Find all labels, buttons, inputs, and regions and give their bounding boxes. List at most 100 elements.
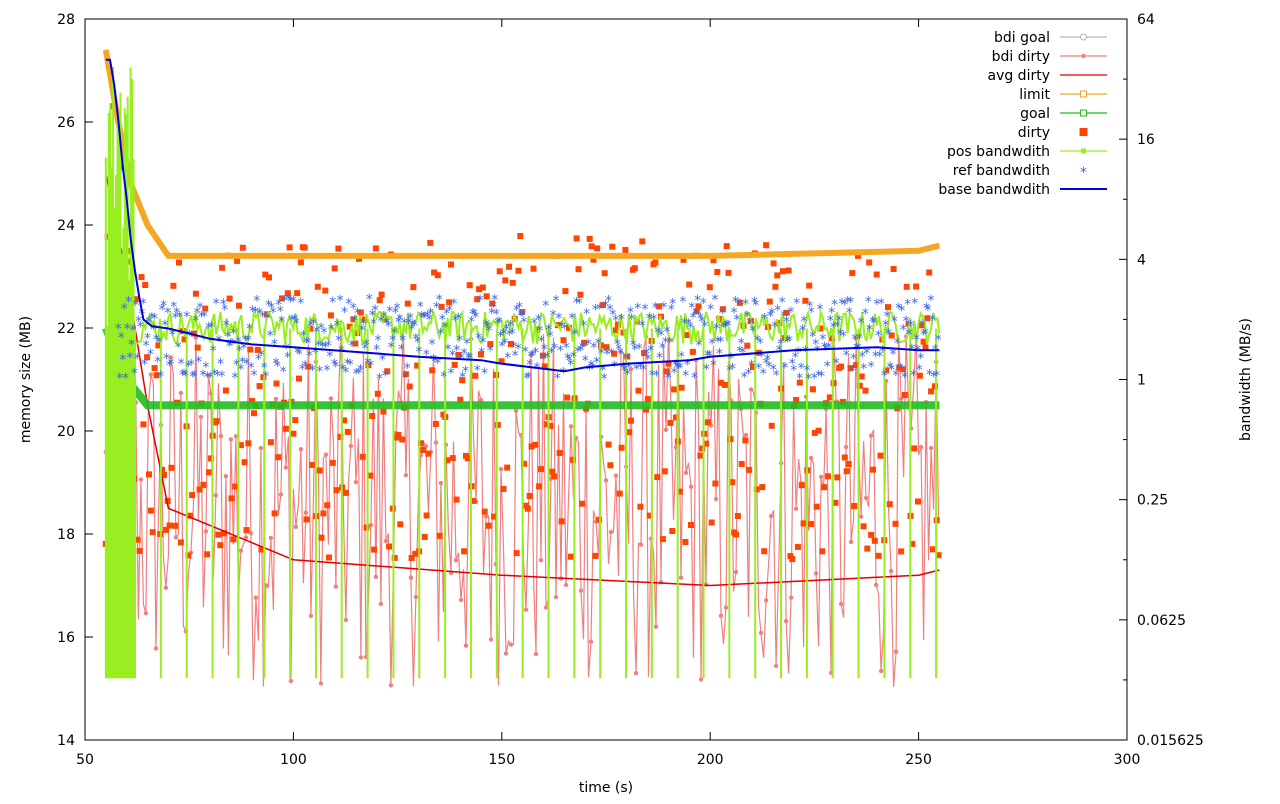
ref-bandwidth-point: * <box>551 341 558 357</box>
ref-bandwidth-point: * <box>682 368 689 384</box>
ref-bandwidth-point: * <box>253 294 260 310</box>
ref-bandwidth-point: * <box>507 318 514 334</box>
ref-bandwidth-point: * <box>218 369 225 385</box>
dirty-point <box>644 396 651 403</box>
dirty-point <box>738 461 745 467</box>
ref-bandwidth-point: * <box>484 320 491 336</box>
dirty-point <box>470 497 477 504</box>
bdi-dirty-point <box>373 574 379 579</box>
ref-bandwidth-point: * <box>472 310 479 326</box>
ref-bandwidth-point: * <box>433 300 440 316</box>
ref-bandwidth-point: * <box>574 345 581 361</box>
ref-bandwidth-point: * <box>497 329 504 345</box>
ref-bandwidth-point: * <box>272 356 279 372</box>
ref-bandwidth-point: * <box>200 368 207 384</box>
dirty-point <box>618 444 625 451</box>
ref-bandwidth-point: * <box>379 353 386 369</box>
ref-bandwidth-point: * <box>151 312 158 328</box>
bdi-dirty-point <box>433 440 439 445</box>
ref-bandwidth-point: * <box>624 367 631 383</box>
ref-bandwidth-point: * <box>607 302 614 318</box>
bdi-dirty-point <box>203 529 209 534</box>
bdi-dirty-point <box>463 643 469 648</box>
bdi-dirty-point <box>198 414 204 420</box>
bdi-dirty-point <box>213 493 219 498</box>
dirty-point <box>307 325 314 332</box>
bdi-dirty-point <box>298 447 304 452</box>
dirty-point <box>824 473 831 480</box>
dirty-point <box>710 257 717 264</box>
ref-bandwidth-point: * <box>859 350 866 366</box>
ref-bandwidth-point: * <box>719 306 726 322</box>
dirty-point <box>885 304 891 311</box>
dirty-point <box>560 337 567 344</box>
dirty-point <box>170 282 177 289</box>
bdi-dirty-point <box>413 594 419 600</box>
dirty-point <box>378 291 385 298</box>
ref-bandwidth-point: * <box>701 319 708 335</box>
dirty-point <box>414 362 421 369</box>
ref-bandwidth-point: * <box>827 314 834 330</box>
dirty-point <box>909 540 916 547</box>
dirty-point <box>727 436 734 443</box>
dirty-point <box>809 386 816 393</box>
dirty-point <box>230 536 237 543</box>
ref-bandwidth-point: * <box>452 314 459 330</box>
ref-bandwidth-point: * <box>732 295 739 311</box>
ref-bandwidth-point: * <box>163 352 170 368</box>
ref-bandwidth-point: * <box>625 361 632 377</box>
ref-bandwidth-point: * <box>604 347 611 363</box>
ref-bandwidth-point: * <box>674 360 681 376</box>
ref-bandwidth-point: * <box>232 370 239 386</box>
ref-bandwidth-point: * <box>712 293 719 309</box>
ref-bandwidth-point: * <box>693 306 700 322</box>
ref-bandwidth-point: * <box>920 328 927 344</box>
bdi-dirty-point <box>223 473 229 479</box>
dirty-point <box>641 350 648 357</box>
ref-bandwidth-point: * <box>175 340 182 356</box>
ref-bandwidth-point: * <box>383 316 390 332</box>
dirty-point <box>528 443 535 450</box>
ref-bandwidth-point: * <box>589 361 596 377</box>
ref-bandwidth-point: * <box>510 339 517 355</box>
limit-line <box>102 49 941 259</box>
ref-bandwidth-point: * <box>798 361 805 377</box>
bdi-dirty-point <box>818 474 824 479</box>
ref-bandwidth-point: * <box>519 308 526 324</box>
ref-bandwidth-point: * <box>779 295 786 311</box>
y2-tick-label: 16 <box>1137 132 1155 148</box>
ref-bandwidth-point: * <box>420 310 427 326</box>
ref-bandwidth-point: * <box>448 366 455 382</box>
dirty-point <box>204 551 211 558</box>
ref-bandwidth-point: * <box>844 294 851 310</box>
ref-bandwidth-point: * <box>766 360 773 376</box>
ref-bandwidth-point: * <box>885 327 892 343</box>
ref-bandwidth-point: * <box>325 339 332 355</box>
ref-bandwidth-point: * <box>173 305 180 321</box>
dirty-point <box>425 450 432 457</box>
ref-bandwidth-point: * <box>210 343 217 359</box>
x-tick-label: 250 <box>905 752 932 768</box>
ref-bandwidth-point: * <box>328 322 335 338</box>
ref-bandwidth-point: * <box>900 322 907 338</box>
ref-bandwidth-point: * <box>443 306 450 322</box>
bdi-dirty-point <box>178 390 184 396</box>
dirty-point <box>811 429 818 436</box>
ref-bandwidth-point: * <box>919 318 926 334</box>
legend-item: ref bandwdith * <box>953 163 1087 181</box>
dirty-point <box>284 290 291 297</box>
dirty-point <box>466 282 473 289</box>
ref-bandwidth-point: * <box>147 347 154 363</box>
bdi-dirty-point <box>608 529 614 535</box>
bdi-dirty-point <box>808 455 814 461</box>
dirty-point <box>789 556 796 563</box>
ref-bandwidth-point: * <box>195 354 202 370</box>
series-ref-bandwidth: ****************************************… <box>115 292 942 387</box>
ref-bandwidth-point: * <box>544 350 551 366</box>
ref-bandwidth-point: * <box>380 309 387 325</box>
ref-bandwidth-point: * <box>436 293 443 309</box>
ref-bandwidth-point: * <box>709 337 716 353</box>
ref-bandwidth-point: * <box>558 320 565 336</box>
ref-bandwidth-point: * <box>806 299 813 315</box>
ref-bandwidth-point: * <box>434 356 441 372</box>
